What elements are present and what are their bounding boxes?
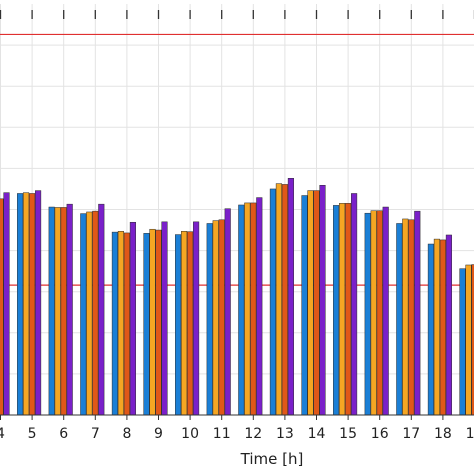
bar bbox=[117, 231, 124, 416]
bar bbox=[181, 231, 188, 416]
bar bbox=[445, 234, 452, 416]
bar bbox=[256, 197, 263, 416]
x-tick-label: 4 bbox=[0, 426, 5, 442]
bar bbox=[98, 203, 105, 416]
bar bbox=[307, 190, 314, 416]
bar bbox=[35, 190, 42, 416]
bar bbox=[351, 193, 358, 416]
bar bbox=[48, 206, 55, 416]
x-tick-label: 8 bbox=[122, 426, 131, 442]
bar bbox=[212, 220, 219, 416]
x-tick-label: 19 bbox=[466, 426, 474, 442]
reference-lines bbox=[0, 33, 474, 286]
x-tick-label: 14 bbox=[308, 426, 326, 442]
bar bbox=[281, 184, 288, 416]
bar bbox=[129, 221, 136, 416]
bar bbox=[427, 243, 434, 416]
bar bbox=[459, 268, 466, 416]
bar bbox=[161, 221, 168, 416]
bar bbox=[370, 210, 377, 416]
x-tick-label: 15 bbox=[339, 426, 357, 442]
bar bbox=[86, 211, 93, 416]
bar bbox=[111, 231, 118, 416]
bar bbox=[275, 183, 282, 416]
x-tick-label: 5 bbox=[28, 426, 37, 442]
x-axis-label: Time [h] bbox=[240, 450, 304, 468]
bar bbox=[206, 223, 213, 416]
x-tick-label: 7 bbox=[91, 426, 100, 442]
bar bbox=[402, 218, 409, 416]
bar bbox=[175, 234, 182, 416]
bar bbox=[376, 210, 383, 416]
bar bbox=[224, 208, 231, 416]
bar bbox=[92, 210, 99, 416]
bar bbox=[301, 195, 308, 416]
bar bbox=[471, 264, 474, 416]
x-tick-label: 18 bbox=[434, 426, 452, 442]
bar bbox=[313, 190, 320, 416]
x-tick-labels: 4 5 6 7 8 9 10 11 12 13 14 15 16 17 18 19 bbox=[0, 426, 474, 442]
x-tick-label: 11 bbox=[213, 426, 231, 442]
bar bbox=[396, 223, 403, 416]
bar bbox=[465, 264, 472, 416]
chart-axes bbox=[0, 414, 474, 420]
x-tick-label: 6 bbox=[59, 426, 68, 442]
bar bbox=[54, 207, 61, 416]
bar bbox=[3, 192, 10, 416]
bar bbox=[287, 178, 294, 416]
bar bbox=[0, 198, 4, 416]
bar bbox=[23, 192, 30, 416]
bar bbox=[339, 203, 346, 416]
bar bbox=[143, 233, 150, 416]
bar bbox=[218, 219, 225, 416]
bar bbox=[187, 231, 194, 416]
bar bbox=[193, 221, 200, 416]
x-tick-label: 17 bbox=[402, 426, 420, 442]
bar bbox=[382, 206, 389, 416]
bar bbox=[439, 239, 446, 416]
bar bbox=[433, 238, 440, 416]
bar bbox=[250, 202, 257, 416]
x-tick-label: 10 bbox=[181, 426, 199, 442]
bar bbox=[319, 185, 326, 416]
bar bbox=[238, 204, 245, 416]
x-tick-label: 16 bbox=[371, 426, 389, 442]
chart-bars bbox=[0, 178, 474, 416]
bar bbox=[149, 228, 156, 416]
bar bbox=[80, 213, 87, 416]
bar bbox=[60, 207, 67, 416]
bar bbox=[244, 202, 251, 416]
bar bbox=[123, 232, 130, 416]
bar bbox=[364, 212, 371, 416]
bar bbox=[17, 193, 24, 416]
bar bbox=[155, 229, 162, 416]
x-tick-label: 12 bbox=[244, 426, 262, 442]
bar bbox=[345, 203, 352, 416]
bar bbox=[66, 203, 73, 416]
bar bbox=[29, 193, 36, 416]
bar bbox=[269, 188, 276, 416]
bar bbox=[408, 219, 415, 416]
bar bbox=[333, 205, 340, 416]
x-tick-label: 13 bbox=[276, 426, 294, 442]
bar bbox=[414, 210, 421, 416]
x-tick-label: 9 bbox=[154, 426, 163, 442]
